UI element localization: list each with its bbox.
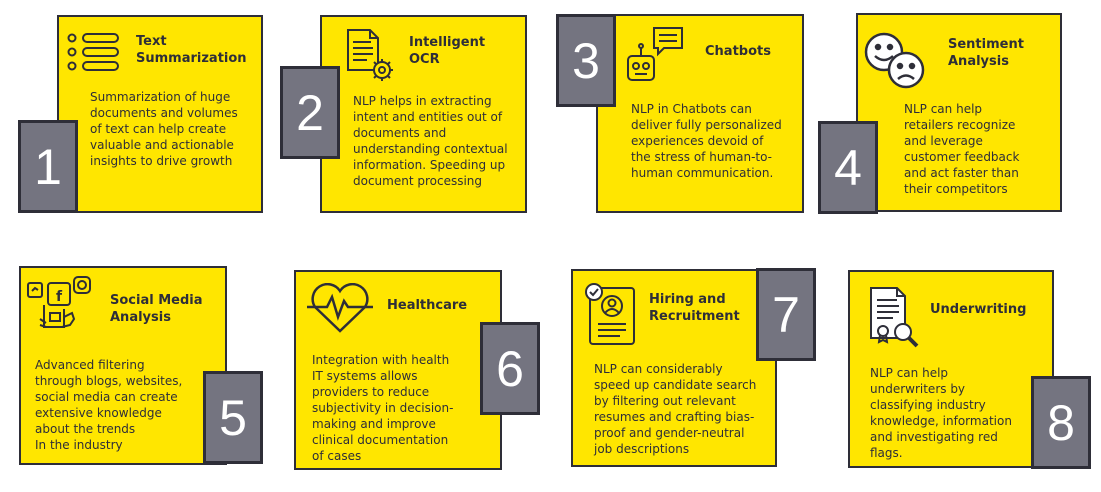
heart-pulse-icon xyxy=(305,283,375,333)
card-number-badge: 3 xyxy=(556,14,616,107)
card-number-badge: 6 xyxy=(480,322,540,415)
card-number-badge: 1 xyxy=(18,120,78,213)
card-description: Summarization of huge documents and volu… xyxy=(90,90,238,168)
card-title: Text Summarization xyxy=(136,34,247,66)
card-title: Hiring and Recruitment xyxy=(649,292,740,324)
svg-text:f: f xyxy=(56,289,63,305)
happy-sad-faces-icon xyxy=(862,30,928,90)
card-title: Underwriting xyxy=(930,302,1027,317)
robot-chat-icon xyxy=(624,26,686,84)
card-title: Intelligent OCR xyxy=(409,35,486,67)
card-number-badge: 2 xyxy=(280,66,340,159)
document-gear-icon xyxy=(345,28,397,82)
card-social-media-analysis xyxy=(19,266,227,465)
card-title: Social Media Analysis xyxy=(110,293,203,325)
card-title: Healthcare xyxy=(387,298,468,313)
card-sentiment-analysis xyxy=(856,13,1062,212)
card-description: Integration with health IT systems allow… xyxy=(312,353,454,463)
list-icon xyxy=(66,33,120,71)
candidate-profile-icon xyxy=(584,282,638,346)
card-number-badge: 4 xyxy=(818,121,878,214)
card-description: NLP can help retailers recognize and lev… xyxy=(904,102,1020,196)
card-number-badge: 7 xyxy=(756,268,816,361)
card-title: Chatbots xyxy=(705,44,771,59)
card-chatbots xyxy=(596,14,804,213)
card-description: Advanced filtering through blogs, websit… xyxy=(35,358,183,452)
card-description: NLP in Chatbots can deliver fully person… xyxy=(631,102,782,180)
card-description: NLP can considerably speed up candidate … xyxy=(594,362,757,456)
card-hiring-recruitment xyxy=(571,269,777,467)
card-number-badge: 8 xyxy=(1031,376,1091,469)
card-description: NLP helps in extracting intent and entit… xyxy=(353,94,508,188)
card-description: NLP can help underwriters by classifying… xyxy=(870,366,1012,460)
card-title: Sentiment Analysis xyxy=(948,37,1024,69)
social-media-icon: f xyxy=(26,275,92,337)
document-search-icon xyxy=(867,286,921,352)
card-number-badge: 5 xyxy=(203,371,263,464)
